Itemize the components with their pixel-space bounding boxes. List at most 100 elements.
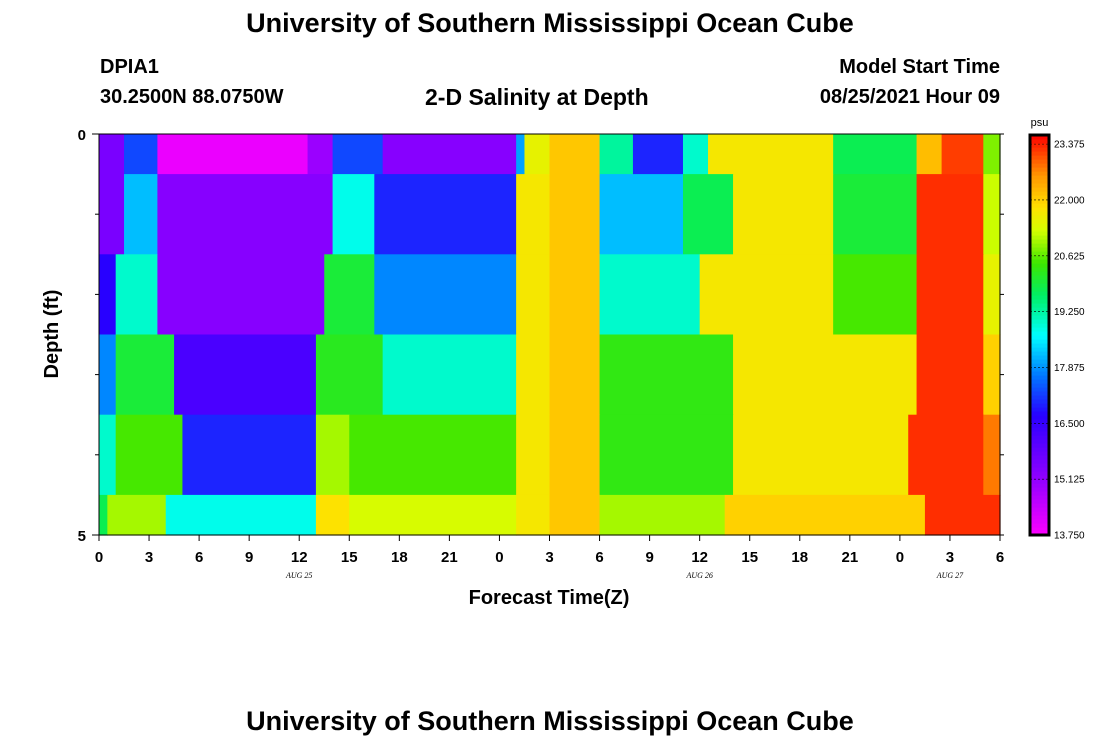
colorbar-swatch — [1030, 287, 1049, 292]
heatmap-cell-4-8 — [733, 414, 909, 496]
heatmap-cell-1-11 — [916, 174, 984, 255]
heatmap-cell-1-2 — [157, 174, 334, 255]
colorbar-swatch — [1030, 171, 1049, 176]
colorbar-swatch — [1030, 271, 1049, 276]
colorbar-swatch — [1030, 403, 1049, 408]
colorbar-swatch — [1030, 347, 1049, 352]
heatmap-cell-4-4 — [349, 414, 517, 496]
colorbar-tick-label: 23.375 — [1054, 140, 1085, 151]
colorbar-swatch — [1030, 375, 1049, 380]
y-axis: 05 — [78, 127, 1004, 545]
colorbar-swatch — [1030, 339, 1049, 344]
date-label: AUG 25 — [285, 571, 312, 580]
colorbar-swatch — [1030, 363, 1049, 368]
heatmap-cell-4-10 — [983, 414, 1001, 496]
heatmap-cell-1-7 — [599, 174, 684, 255]
heatmap-cell-5-9 — [924, 494, 1001, 536]
heatmap-cell-3-8 — [733, 334, 918, 416]
colorbar-swatch — [1030, 519, 1049, 524]
colorbar-swatch — [1030, 279, 1049, 284]
colorbar-swatch — [1030, 355, 1049, 360]
heatmap-cell-0-8 — [549, 134, 601, 175]
colorbar-swatch — [1030, 351, 1049, 356]
colorbar-swatch — [1030, 331, 1049, 336]
colorbar-swatch — [1030, 195, 1049, 200]
heatmap-cell-5-6 — [549, 494, 601, 536]
heatmap-cell-5-8 — [724, 494, 926, 536]
colorbar-swatch — [1030, 391, 1049, 396]
model-start-label: Model Start Time — [839, 56, 1000, 78]
heatmap-cell-1-6 — [549, 174, 601, 255]
colorbar-swatch — [1030, 227, 1049, 232]
colorbar-swatch — [1030, 423, 1049, 428]
colorbar-swatch — [1030, 451, 1049, 456]
x-tick-label: 21 — [441, 549, 458, 566]
heatmap-cell-0-3 — [307, 134, 334, 175]
heatmap-cell-4-3 — [315, 414, 350, 496]
colorbar-swatch — [1030, 151, 1049, 156]
heatmap-cell-2-10 — [916, 254, 984, 336]
x-tick-label: 6 — [996, 549, 1004, 566]
colorbar-swatch — [1030, 167, 1049, 172]
colorbar-swatch — [1030, 175, 1049, 180]
date-label: AUG 27 — [936, 571, 964, 580]
colorbar-swatch — [1030, 179, 1049, 184]
colorbar-swatch — [1030, 335, 1049, 340]
colorbar-swatch — [1030, 503, 1049, 508]
heatmap-cell-5-3 — [315, 494, 350, 536]
heatmap-cell-4-2 — [182, 414, 317, 496]
heatmap-cell-2-7 — [599, 254, 701, 336]
heatmap-cell-4-7 — [599, 414, 734, 496]
colorbar-swatch — [1030, 291, 1049, 296]
colorbar-swatch — [1030, 463, 1049, 468]
colorbar-swatch — [1030, 455, 1049, 460]
colorbar-swatch — [1030, 311, 1049, 316]
colorbar-swatch — [1030, 443, 1049, 448]
colorbar-swatch — [1030, 307, 1049, 312]
colorbar-swatch — [1030, 407, 1049, 412]
colorbar-swatch — [1030, 467, 1049, 472]
colorbar-swatch — [1030, 395, 1049, 400]
colorbar-swatch — [1030, 163, 1049, 168]
colorbar-swatch — [1030, 207, 1049, 212]
colorbar-swatch — [1030, 459, 1049, 464]
colorbar-swatch — [1030, 203, 1049, 208]
heatmap-cell-3-9 — [916, 334, 984, 416]
colorbar-swatch — [1030, 243, 1049, 248]
station-id: DPIA1 — [100, 56, 159, 78]
heatmap-cell-5-1 — [107, 494, 167, 536]
y-tick-label: 5 — [78, 528, 86, 545]
colorbar-swatch — [1030, 247, 1049, 252]
colorbar-swatch — [1030, 231, 1049, 236]
heatmap-cell-4-9 — [908, 414, 984, 496]
heatmap-cell-1-1 — [124, 174, 158, 255]
x-tick-label: 12 — [691, 549, 708, 566]
heatmap-cell-2-3 — [324, 254, 375, 336]
colorbar-swatch — [1030, 511, 1049, 516]
heatmap-cell-5-5 — [516, 494, 551, 536]
colorbar-swatch — [1030, 147, 1049, 152]
colorbar-swatch — [1030, 439, 1049, 444]
heatmap-cell-5-2 — [165, 494, 317, 536]
date-label: AUG 26 — [685, 571, 712, 580]
x-tick-label: 9 — [645, 549, 653, 566]
heatmap-cell-3-4 — [382, 334, 517, 416]
colorbar-swatch — [1030, 487, 1049, 492]
colorbar-swatch — [1030, 431, 1049, 436]
x-tick-label: 15 — [341, 549, 358, 566]
colorbar-swatch — [1030, 135, 1049, 140]
x-axis-label: Forecast Time(Z) — [469, 587, 630, 609]
heatmap-cell-0-15 — [941, 134, 984, 175]
colorbar-swatch — [1030, 259, 1049, 264]
heatmap-cell-0-13 — [833, 134, 918, 175]
heatmap-cell-3-2 — [174, 334, 317, 416]
colorbar-swatch — [1030, 523, 1049, 528]
heatmap-cell-2-11 — [983, 254, 1001, 336]
heatmap-cell-3-0 — [99, 334, 117, 416]
heatmap-cell-0-2 — [157, 134, 309, 175]
colorbar-swatch — [1030, 235, 1049, 240]
colorbar-swatch — [1030, 211, 1049, 216]
station-coords: 30.2500N 88.0750W — [100, 86, 284, 108]
colorbar-swatch — [1030, 483, 1049, 488]
